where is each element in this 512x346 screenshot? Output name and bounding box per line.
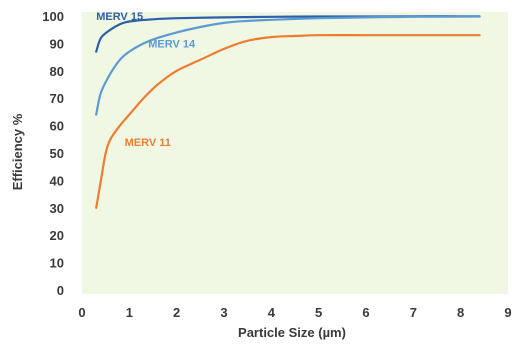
series-lines <box>95 15 481 209</box>
x-tick-label: 7 <box>410 305 417 320</box>
x-tick-label: 1 <box>126 305 133 320</box>
y-tick-label: 40 <box>50 173 64 188</box>
y-axis-ticks: 0 10 20 30 40 50 60 70 80 90 100 <box>42 9 64 298</box>
x-axis-ticks: 0 1 2 3 4 5 6 7 8 9 <box>78 305 511 320</box>
y-tick-label: 30 <box>50 201 64 216</box>
y-tick-label: 0 <box>57 283 64 298</box>
plot-area <box>82 12 508 294</box>
x-tick-label: 9 <box>504 305 511 320</box>
y-axis-title: Efficiency % <box>10 113 25 190</box>
y-tick-label: 10 <box>50 256 64 271</box>
x-tick-label: 2 <box>173 305 180 320</box>
y-tick-label: 100 <box>42 9 64 24</box>
x-tick-label: 8 <box>457 305 464 320</box>
y-tick-label: 80 <box>50 64 64 79</box>
x-tick-label: 0 <box>78 305 85 320</box>
y-tick-label: 70 <box>50 91 64 106</box>
y-tick-label: 50 <box>50 146 64 161</box>
x-tick-label: 4 <box>268 305 276 320</box>
series-line-merv-11 <box>95 34 481 209</box>
x-tick-label: 6 <box>362 305 369 320</box>
series-label: MERV 15 <box>96 11 143 23</box>
series-label: MERV 14 <box>148 38 196 50</box>
series-line-merv-14 <box>95 15 481 116</box>
y-tick-label: 20 <box>50 228 64 243</box>
y-tick-label: 90 <box>50 36 64 51</box>
x-tick-label: 3 <box>220 305 227 320</box>
y-tick-label: 60 <box>50 119 64 134</box>
x-axis-title: Particle Size (µm) <box>238 325 346 340</box>
x-tick-label: 5 <box>315 305 322 320</box>
series-label: MERV 11 <box>125 137 171 149</box>
series-labels: MERV 15 MERV 14 MERV 11 <box>96 11 196 149</box>
